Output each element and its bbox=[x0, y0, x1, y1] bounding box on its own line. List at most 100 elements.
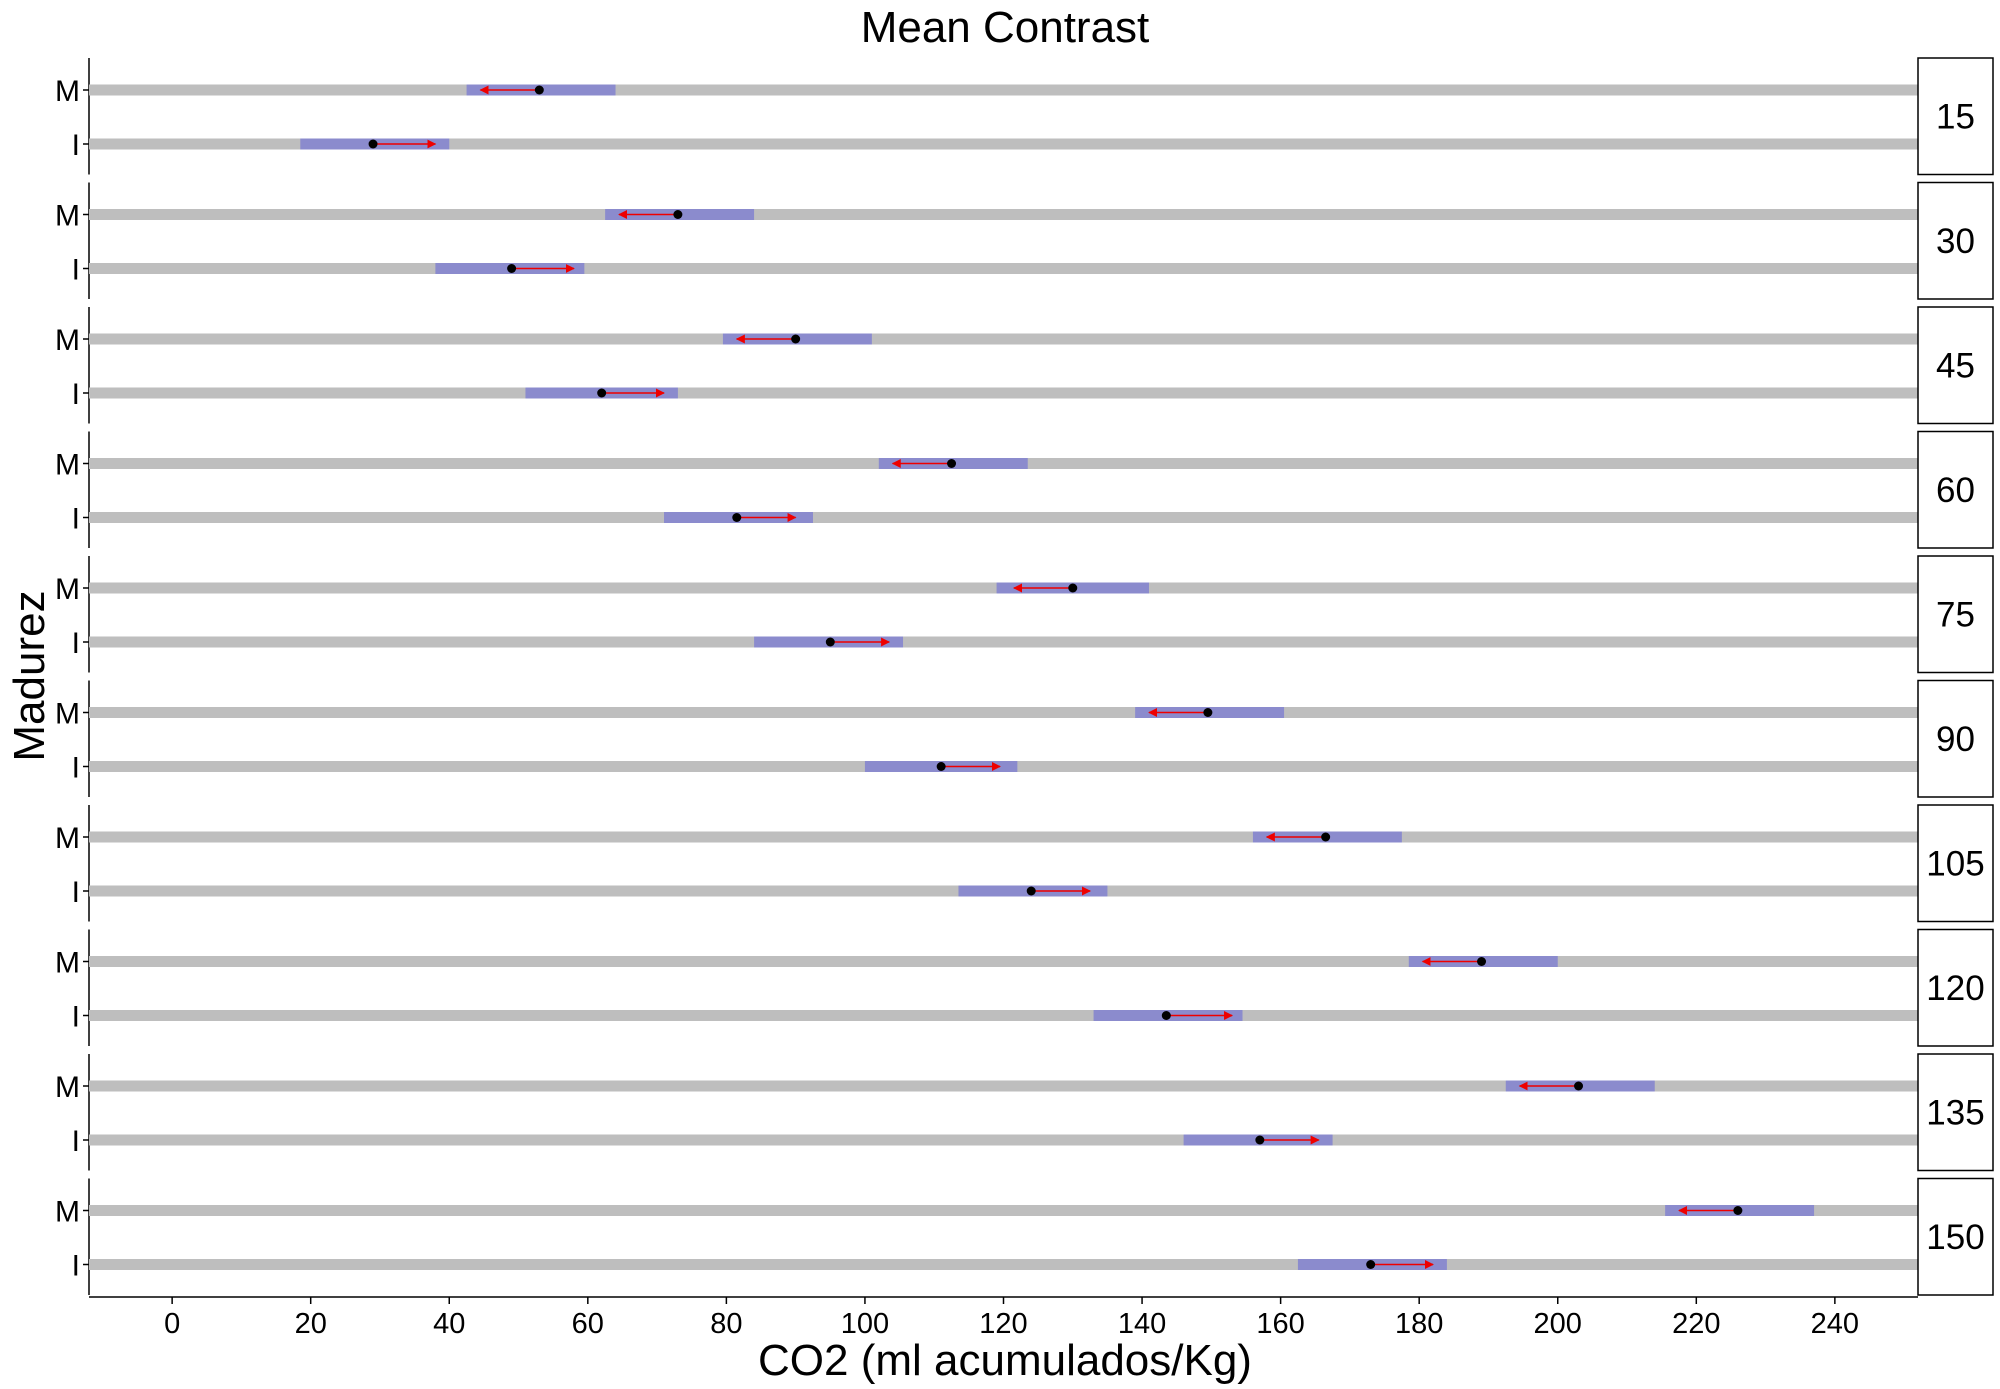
x-tick-label: 60 bbox=[572, 1308, 604, 1340]
mean-point bbox=[1321, 832, 1331, 842]
track-bar bbox=[89, 1205, 1918, 1216]
facet-strip bbox=[1917, 928, 1994, 1047]
facet-panel-135: MI 135 bbox=[55, 1053, 1994, 1172]
category-label: M bbox=[55, 573, 80, 606]
mean-point bbox=[791, 334, 801, 344]
mean-point bbox=[597, 388, 607, 398]
facet-panel-90: MI 90 bbox=[55, 679, 1994, 798]
category-label: M bbox=[55, 75, 80, 108]
mean-point bbox=[1161, 1011, 1171, 1020]
mean-point bbox=[1366, 1260, 1376, 1269]
x-tick-label: 20 bbox=[295, 1308, 327, 1340]
mean-point bbox=[825, 637, 835, 647]
x-tick-label: 220 bbox=[1672, 1308, 1720, 1340]
category-label: M bbox=[55, 947, 80, 980]
facet-strip bbox=[1917, 306, 1994, 425]
x-tick-label: 80 bbox=[710, 1308, 742, 1340]
category-label: I bbox=[72, 627, 80, 660]
mean-point bbox=[534, 85, 544, 95]
facet-panel-60: MI 60 bbox=[55, 430, 1994, 549]
track-bar bbox=[89, 636, 1918, 648]
facet-strip-label: 60 bbox=[1936, 471, 1975, 510]
category-label: I bbox=[72, 129, 80, 162]
track-bar bbox=[89, 512, 1918, 523]
facet-panel-105: MI 105 bbox=[55, 804, 1994, 923]
x-tick-label: 100 bbox=[841, 1308, 889, 1340]
category-label: I bbox=[72, 1125, 80, 1158]
track-bar bbox=[89, 209, 1918, 220]
facet-strip bbox=[1917, 1177, 1994, 1296]
x-tick-label: 0 bbox=[164, 1308, 180, 1340]
mean-point bbox=[1574, 1081, 1584, 1091]
category-label: I bbox=[72, 254, 80, 287]
facet-strip-label: 30 bbox=[1936, 222, 1975, 261]
facet-strip-label: 45 bbox=[1936, 346, 1975, 385]
x-tick-label: 160 bbox=[1256, 1308, 1304, 1340]
category-label: M bbox=[55, 1071, 80, 1104]
facet-strip bbox=[1917, 430, 1994, 549]
facet-strip-label: 15 bbox=[1936, 97, 1975, 136]
mean-point bbox=[1068, 583, 1078, 593]
mean-point bbox=[1733, 1206, 1743, 1215]
x-tick-label: 120 bbox=[979, 1308, 1027, 1340]
category-label: I bbox=[72, 1001, 80, 1034]
x-tick-label: 240 bbox=[1811, 1308, 1859, 1340]
facet-strip-label: 75 bbox=[1936, 595, 1975, 634]
category-label: M bbox=[55, 324, 80, 357]
category-label: I bbox=[72, 378, 80, 411]
category-label: M bbox=[55, 822, 80, 855]
mean-point bbox=[1477, 957, 1487, 966]
x-axis: 0 20 40 60 80 100 120 140 160 180 200 220 240 bbox=[89, 1296, 1918, 1340]
facet-panel-75: MI 75 bbox=[55, 555, 1994, 674]
facet-panel-150: MI 150 bbox=[55, 1177, 1994, 1296]
facet-strip bbox=[1917, 57, 1994, 176]
facet-panel-15: MI 15 bbox=[55, 57, 1994, 176]
facet-strip bbox=[1917, 181, 1994, 300]
facet-strip-label: 120 bbox=[1926, 969, 1984, 1008]
mean-point bbox=[1026, 886, 1036, 896]
chart-title: Mean Contrast bbox=[861, 3, 1150, 52]
track-bar bbox=[89, 263, 1918, 274]
facet-panel-45: MI 45 bbox=[55, 306, 1994, 425]
track-bar bbox=[89, 387, 1918, 399]
mean-point bbox=[1203, 708, 1213, 717]
mean-point bbox=[1255, 1135, 1265, 1145]
facet-strip bbox=[1917, 804, 1994, 923]
facet-strip bbox=[1917, 555, 1994, 674]
mean-point bbox=[368, 139, 378, 149]
mean-point bbox=[507, 264, 517, 273]
x-tick-label: 40 bbox=[433, 1308, 465, 1340]
x-tick-label: 140 bbox=[1118, 1308, 1166, 1340]
facet-panels: MI15MI30MI45MI60MI75MI90MI105MI120MI135M… bbox=[55, 57, 1994, 1296]
category-label: M bbox=[55, 698, 80, 731]
track-bar bbox=[89, 956, 1918, 967]
facet-strip-label: 105 bbox=[1926, 844, 1984, 883]
facet-strip-label: 90 bbox=[1936, 720, 1975, 759]
facet-strip bbox=[1917, 679, 1994, 798]
x-tick-label: 200 bbox=[1534, 1308, 1582, 1340]
category-label: I bbox=[72, 503, 80, 536]
track-bar bbox=[89, 138, 1918, 150]
x-tick-label: 180 bbox=[1395, 1308, 1443, 1340]
category-label: I bbox=[72, 876, 80, 909]
track-bar bbox=[89, 1010, 1918, 1021]
facet-strip-label: 150 bbox=[1926, 1218, 1984, 1257]
track-bar bbox=[89, 707, 1918, 718]
mean-point bbox=[732, 513, 742, 522]
track-bar bbox=[89, 1259, 1918, 1270]
x-axis-title: CO2 (ml acumulados/Kg) bbox=[758, 1336, 1252, 1385]
category-label: I bbox=[72, 752, 80, 785]
facet-panel-120: MI 120 bbox=[55, 928, 1994, 1047]
category-label: M bbox=[55, 200, 80, 233]
category-label: M bbox=[55, 449, 80, 482]
track-bar bbox=[89, 84, 1918, 96]
y-axis-title: Madurez bbox=[5, 590, 54, 761]
mean-point bbox=[936, 762, 946, 771]
category-label: I bbox=[72, 1250, 80, 1283]
facet-panel-30: MI 30 bbox=[55, 181, 1994, 300]
track-bar bbox=[89, 1080, 1918, 1092]
facet-strip-label: 135 bbox=[1926, 1093, 1984, 1132]
mean-point bbox=[673, 210, 683, 219]
category-label: M bbox=[55, 1196, 80, 1229]
